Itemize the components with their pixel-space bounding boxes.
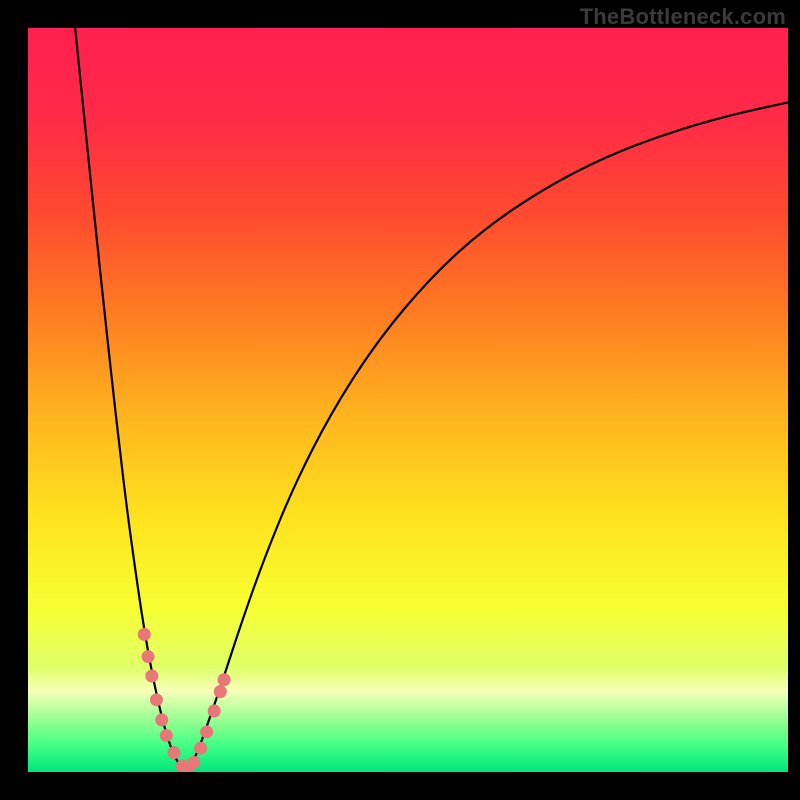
data-marker: [194, 742, 207, 755]
data-marker: [145, 670, 158, 683]
data-marker: [150, 693, 163, 706]
data-marker: [218, 673, 231, 686]
data-marker: [138, 628, 151, 641]
data-marker: [208, 704, 221, 717]
data-marker: [214, 685, 227, 698]
watermark-text: TheBottleneck.com: [580, 4, 786, 30]
plot-background: [28, 28, 788, 772]
data-marker: [160, 729, 173, 742]
plot-area: [28, 28, 788, 772]
data-marker: [155, 713, 168, 726]
data-marker: [187, 756, 200, 769]
data-marker: [200, 725, 213, 738]
plot-svg: [28, 28, 788, 772]
chart-frame: TheBottleneck.com: [0, 0, 800, 800]
data-marker: [142, 650, 155, 663]
data-marker: [167, 746, 180, 759]
